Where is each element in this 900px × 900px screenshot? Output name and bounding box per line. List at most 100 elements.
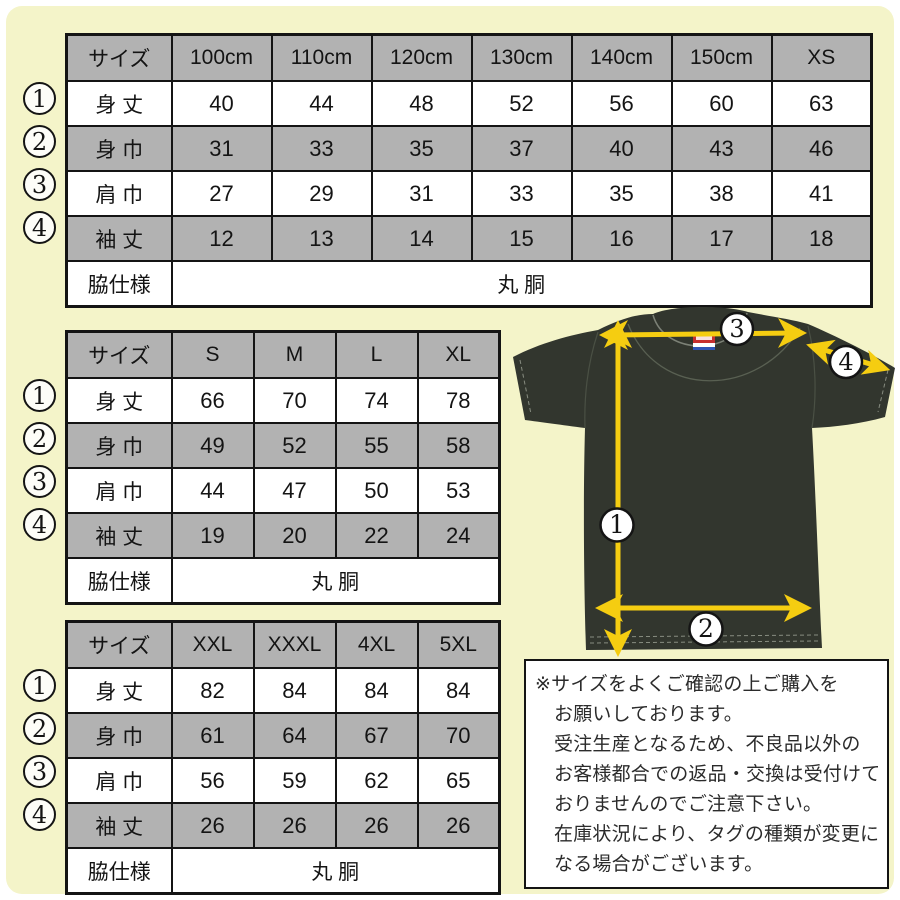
notice-line: なる場合がございます。: [554, 854, 764, 875]
table-row: 身 丈 40 44 48 52 56 60 63: [65, 80, 873, 127]
table-row: 袖 丈 19 20 22 24: [65, 512, 501, 559]
body-width-arrow: [595, 594, 812, 622]
col-header: サイズ: [65, 620, 173, 669]
table-header-row: サイズ XXL XXXL 4XL 5XL: [65, 620, 501, 669]
row-marker-3: 3: [23, 755, 56, 788]
cell: 16: [570, 215, 673, 262]
cell: 74: [334, 377, 419, 424]
cell: 84: [252, 667, 337, 714]
row-label: 袖 丈: [65, 802, 173, 849]
cell: 43: [670, 125, 773, 172]
col-header: 130cm: [470, 33, 573, 82]
cell: 41: [770, 170, 873, 217]
cell: 70: [252, 377, 337, 424]
col-header: 4XL: [334, 620, 419, 669]
cell: 20: [252, 512, 337, 559]
notice-line: おりませんのでご注意下さい。: [554, 794, 823, 815]
cell: 26: [252, 802, 337, 849]
right-sleeve-stitch: [877, 369, 889, 413]
table-row: 袖 丈 12 13 14 15 16 17 18: [65, 215, 873, 262]
row-label: 身 巾: [65, 422, 173, 469]
row-marker-3: 3: [23, 168, 56, 201]
cell: 62: [334, 757, 419, 804]
cell: 47: [252, 467, 337, 514]
col-header: XS: [770, 33, 873, 82]
row-marker-1: 1: [23, 82, 56, 115]
tshirt-diagram-icon: 3 4 1 2: [513, 306, 895, 657]
cell: 37: [470, 125, 573, 172]
cell: 84: [334, 667, 419, 714]
row-label: 身 丈: [65, 377, 173, 424]
notice-line: お願いしております。: [554, 704, 743, 725]
cell: 33: [270, 125, 373, 172]
cell: 26: [334, 802, 419, 849]
cell: 31: [170, 125, 273, 172]
cell: 13: [270, 215, 373, 262]
cell: 19: [170, 512, 255, 559]
row-label: 脇仕様: [65, 847, 173, 895]
row-label: 脇仕様: [65, 260, 173, 308]
notice-line: お客様都合での返品・交換は受付けて: [554, 764, 881, 785]
cell: 丸 胴: [170, 557, 501, 605]
row-label: 肩 巾: [65, 757, 173, 804]
cell: 15: [470, 215, 573, 262]
cell: 丸 胴: [170, 847, 501, 895]
col-header: M: [252, 330, 337, 379]
cell: 56: [570, 80, 673, 127]
row-label: 身 巾: [65, 712, 173, 759]
col-header: XL: [416, 330, 501, 379]
col-header: 100cm: [170, 33, 273, 82]
row-marker-1: 1: [23, 379, 56, 412]
cell: 29: [270, 170, 373, 217]
col-header: 120cm: [370, 33, 473, 82]
cell: 48: [370, 80, 473, 127]
cell: 70: [416, 712, 501, 759]
cell: 59: [252, 757, 337, 804]
row-label: 身 丈: [65, 80, 173, 127]
left-armhole-seam: [584, 331, 599, 429]
cell: 17: [670, 215, 773, 262]
cell: 18: [770, 215, 873, 262]
table-row: 身 巾 61 64 67 70: [65, 712, 501, 759]
collar-back-seam: [627, 323, 801, 382]
col-header: サイズ: [65, 330, 173, 379]
cell: 53: [416, 467, 501, 514]
svg-text:1: 1: [609, 510, 625, 539]
row-label: 肩 巾: [65, 170, 173, 217]
table-row: 肩 巾 56 59 62 65: [65, 757, 501, 804]
svg-text:2: 2: [698, 614, 714, 643]
body-length-arrow: [604, 320, 632, 657]
table-row: 身 巾 31 33 35 37 40 43 46: [65, 125, 873, 172]
col-header: サイズ: [65, 33, 173, 82]
tshirt-shape: [513, 306, 895, 650]
tshirt-measurement-diagram: 3 4 1 2: [500, 300, 900, 660]
row-label: 袖 丈: [65, 512, 173, 559]
row-marker-3: 3: [23, 465, 56, 498]
table-header-row: サイズ S M L XL: [65, 330, 501, 379]
col-header: 110cm: [270, 33, 373, 82]
cell: 14: [370, 215, 473, 262]
cell: 38: [670, 170, 773, 217]
cell: 丸 胴: [170, 260, 873, 308]
col-header: L: [334, 330, 419, 379]
right-armhole-seam: [807, 325, 816, 429]
notice-line: 在庫状況により、タグの種類が変更に: [554, 824, 880, 845]
cell: 50: [334, 467, 419, 514]
svg-text:4: 4: [838, 348, 853, 376]
cell: 61: [170, 712, 255, 759]
purchase-notice-box: ※サイズをよくご確認の上ご購入を お願いしております。 受注生産となるため、不良…: [524, 659, 889, 889]
col-header: 5XL: [416, 620, 501, 669]
diagram-marker-3: 3: [719, 311, 755, 347]
row-label: 身 丈: [65, 667, 173, 714]
notice-line: ※サイズをよくご確認の上ご購入を: [535, 674, 839, 695]
cell: 26: [416, 802, 501, 849]
col-header: 150cm: [670, 33, 773, 82]
svg-text:3: 3: [729, 315, 744, 343]
cell: 35: [570, 170, 673, 217]
cell: 46: [770, 125, 873, 172]
brand-tag-icon: [693, 333, 715, 350]
cell: 22: [334, 512, 419, 559]
diagram-marker-1: 1: [599, 507, 635, 543]
cell: 44: [170, 467, 255, 514]
table-footer-row: 脇仕様 丸 胴: [65, 557, 501, 605]
